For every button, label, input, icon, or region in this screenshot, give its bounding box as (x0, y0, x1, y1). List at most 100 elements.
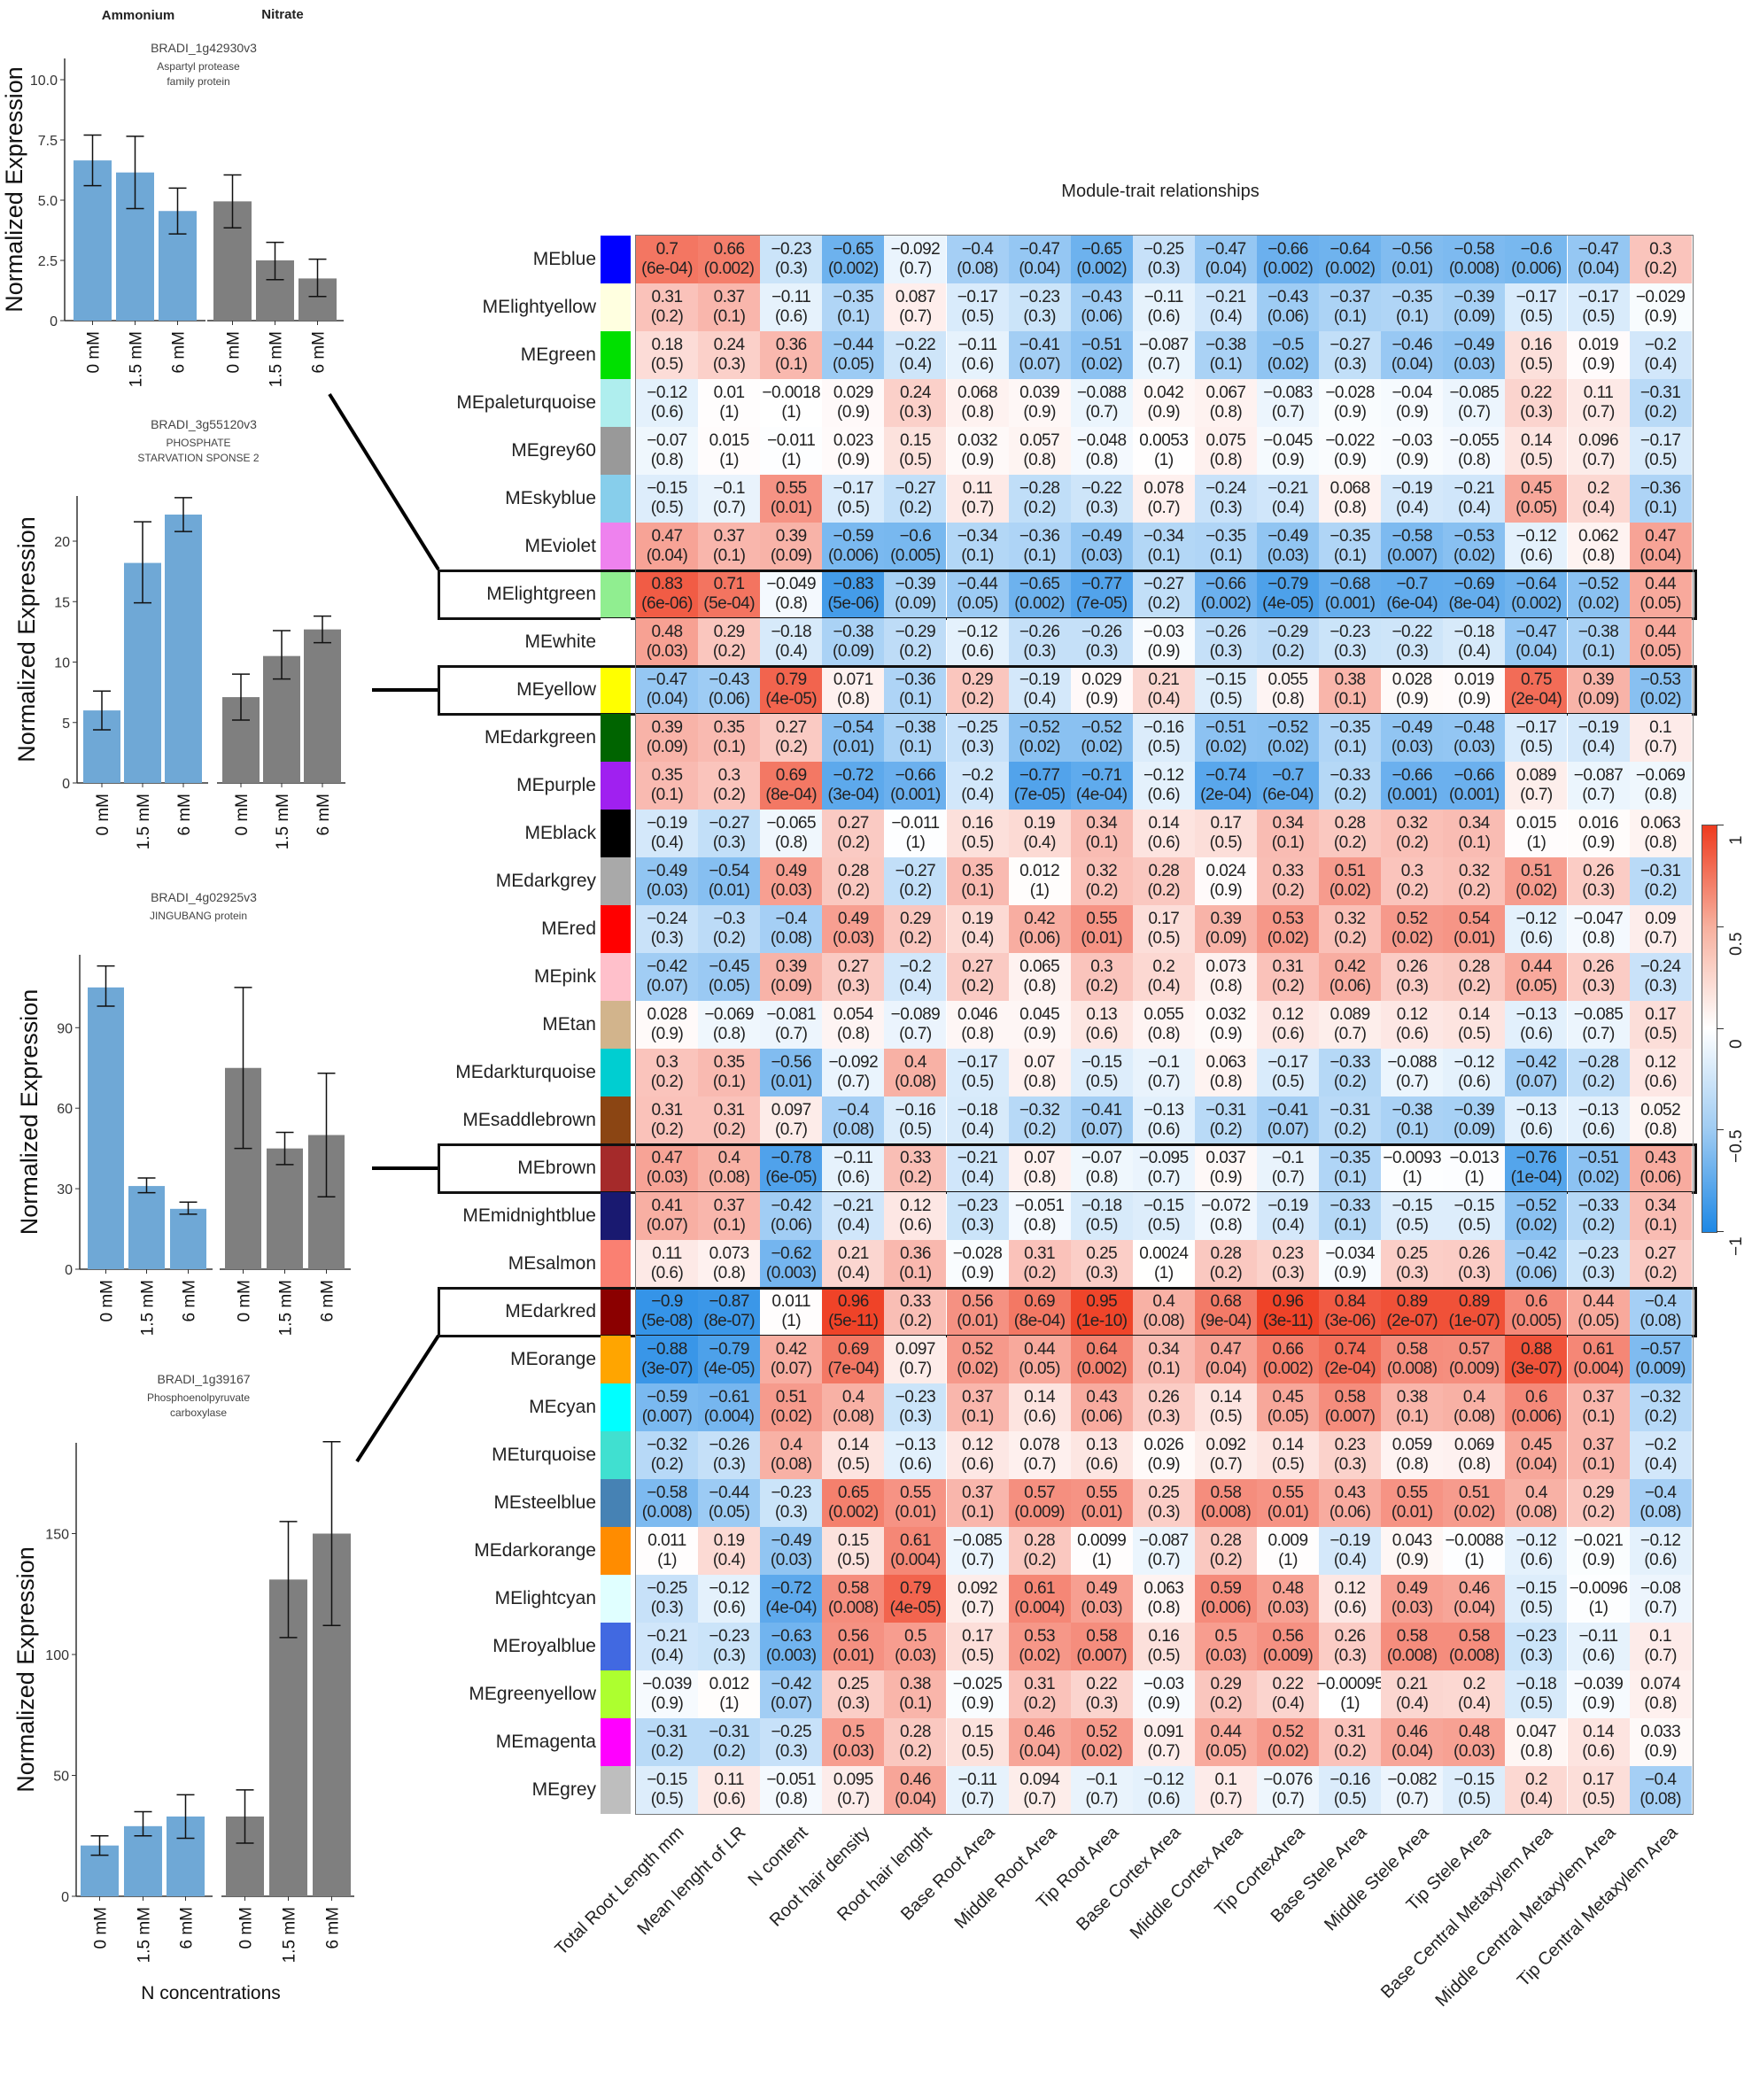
p-value: (7e-04) (827, 1360, 880, 1378)
correlation-value: −0.085 (1449, 384, 1500, 402)
correlation-value: −0.011 (891, 814, 940, 833)
heatmap-cell: −0.17 (0.5) (946, 283, 1009, 331)
correlation-value: −0.49 (771, 1531, 812, 1550)
p-value: (0.5) (837, 1455, 870, 1474)
correlation-value: 0.13 (1086, 1005, 1118, 1024)
p-value: (0.009) (1635, 1360, 1686, 1378)
correlation-value: 0.075 (1205, 431, 1246, 450)
p-value: (1) (1091, 1551, 1112, 1569)
heatmap-cell: 0.79 (4e-05) (884, 1575, 947, 1623)
p-value: (0.6) (899, 1216, 932, 1235)
p-value: (0.4) (1644, 355, 1677, 374)
p-value: (0.04) (1640, 546, 1681, 565)
heatmap-cell: 0.33 (0.2) (884, 1144, 947, 1192)
correlation-value: −0.27 (1330, 336, 1370, 354)
heatmap-cell: 0.07 (0.8) (1008, 1049, 1071, 1096)
correlation-value: 0.31 (713, 1101, 745, 1120)
correlation-value: −0.065 (766, 814, 817, 833)
p-value: (0.8) (1209, 977, 1243, 996)
heatmap-cell: 0.61 (0.004) (1008, 1575, 1071, 1623)
heatmap-cell: −0.19 (0.4) (1319, 1527, 1382, 1575)
heatmap-cell: 0.31 (0.2) (636, 283, 699, 331)
correlation-value: 0.42 (1334, 957, 1366, 976)
correlation-value: −0.49 (1454, 336, 1495, 354)
heatmap-cell: −0.72 (3e-04) (822, 762, 885, 810)
correlation-value: 0.032 (1205, 1005, 1246, 1024)
p-value: (0.3) (899, 403, 932, 422)
correlation-value: 0.25 (1086, 1244, 1118, 1263)
p-value: (0.04) (1019, 1742, 1060, 1761)
p-value: (0.2) (1023, 1551, 1056, 1569)
module-label: MEorange (510, 1349, 596, 1369)
correlation-value: 0.26 (1334, 1627, 1366, 1646)
heatmap-cell: −0.65 (0.002) (1070, 236, 1133, 283)
p-value: (0.07) (1516, 1073, 1557, 1091)
correlation-value: 0.51 (1334, 862, 1366, 880)
gene-id-title: BRADI_3g55120v3 (151, 417, 257, 431)
correlation-value: −0.1 (1148, 1053, 1180, 1072)
p-value: (0.09) (895, 594, 936, 613)
p-value: (0.6) (1333, 1599, 1367, 1617)
correlation-value: −0.18 (957, 1101, 998, 1120)
heatmap-cell: −0.17 (0.5) (1629, 427, 1692, 475)
bar-ammonium (165, 514, 202, 783)
heatmap-cell: −0.64 (0.002) (1505, 570, 1568, 618)
correlation-value: 0.27 (775, 718, 807, 737)
heatmap-cell: 0.29 (0.2) (1194, 1670, 1257, 1718)
correlation-value: 0.12 (1334, 1579, 1366, 1598)
p-value: (0.05) (708, 977, 750, 996)
correlation-value: −0.03 (1143, 623, 1184, 641)
correlation-value: −0.19 (1330, 1531, 1370, 1550)
p-value: (0.5) (961, 1647, 994, 1665)
heatmap-cell: −0.49 (0.03) (1070, 523, 1133, 570)
heatmap-cell: 0.68 (9e-04) (1194, 1288, 1257, 1336)
p-value: (1) (1402, 1168, 1423, 1187)
p-value: (0.8) (774, 833, 808, 852)
p-value: (0.2) (1395, 881, 1429, 900)
p-value: (0.9) (1458, 690, 1491, 709)
correlation-value: −0.2 (1644, 336, 1677, 354)
p-value: (0.4) (961, 1168, 994, 1187)
p-value: (0.7) (1147, 355, 1181, 374)
p-value: (0.08) (770, 1455, 812, 1474)
correlation-value: 0.46 (1024, 1723, 1056, 1741)
p-value: (0.2) (1582, 1216, 1615, 1235)
p-value: (0.3) (1520, 1647, 1553, 1665)
correlation-value: 0.4 (1524, 1484, 1547, 1502)
heatmap-cell: −0.2 (0.4) (884, 953, 947, 1001)
correlation-value: 0.84 (1334, 1292, 1366, 1311)
p-value: (0.2) (1644, 260, 1677, 278)
p-value: (0.004) (703, 1407, 755, 1426)
p-value: (0.1) (899, 1694, 932, 1713)
p-value: (0.06) (1516, 1264, 1557, 1282)
p-value: (0.009) (1448, 1360, 1500, 1378)
heatmap-cell: −0.51 (0.02) (1070, 331, 1133, 379)
correlation-value: −0.17 (1640, 431, 1681, 450)
heatmap-cell: −0.35 (0.1) (1319, 714, 1382, 762)
correlation-value: 0.46 (1396, 1723, 1428, 1741)
correlation-value: 0.56 (962, 1292, 994, 1311)
p-value: (0.8) (961, 1025, 994, 1043)
heatmap-cell: 0.015 (1) (1505, 810, 1568, 857)
correlation-value: 0.22 (1272, 1675, 1304, 1693)
p-value: (0.8) (1147, 1025, 1181, 1043)
correlation-value: −0.085 (1573, 1005, 1624, 1024)
p-value: (0.7) (1644, 738, 1677, 756)
heatmap-cell: −0.1 (0.7) (1132, 1049, 1195, 1096)
p-value: (0.5) (837, 499, 870, 517)
heatmap-cell: −0.52 (0.02) (1008, 714, 1071, 762)
p-value: (0.004) (1014, 1599, 1065, 1617)
p-value: (2e-04) (1324, 1360, 1376, 1378)
heatmap-cell: 0.5 (0.03) (884, 1623, 947, 1670)
module-label: MElightgreen (486, 584, 596, 604)
p-value: (0.9) (961, 1264, 994, 1282)
correlation-value: −0.16 (1143, 718, 1184, 737)
heatmap-cell: −0.59 (0.006) (822, 523, 885, 570)
p-value: (0.1) (1147, 546, 1181, 565)
p-value: (0.8) (1085, 451, 1119, 469)
correlation-value: −0.68 (1330, 575, 1370, 593)
correlation-value: 0.45 (1272, 1388, 1304, 1406)
correlation-value: 0.24 (899, 384, 931, 402)
heatmap-cell: −0.07 (0.8) (636, 427, 699, 475)
correlation-value: 0.25 (1148, 1484, 1180, 1502)
